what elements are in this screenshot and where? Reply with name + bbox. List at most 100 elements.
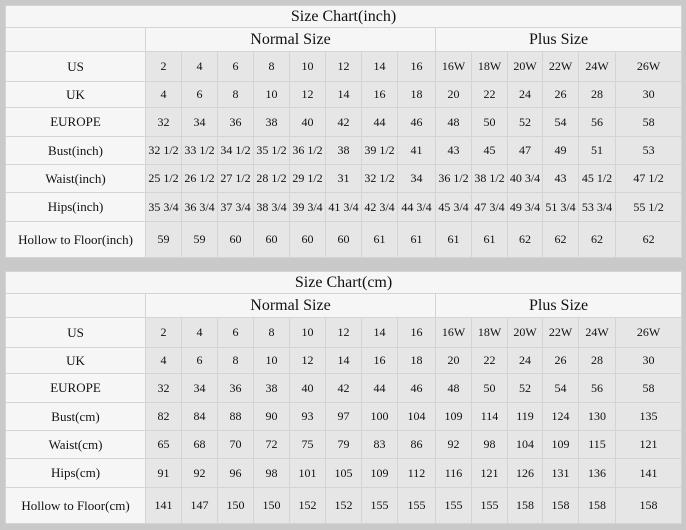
table-cell: 112 <box>397 458 436 488</box>
table-cell: 60 <box>253 221 290 258</box>
table-cell: 61 <box>471 221 508 258</box>
group-row: Normal Size Plus Size <box>5 293 683 318</box>
table-cell: 24 <box>507 347 543 374</box>
table-cell: 155 <box>435 487 472 524</box>
table-cell: 116 <box>435 458 472 488</box>
table-cell: 30 <box>614 347 683 374</box>
table-cell: 34 <box>181 373 218 403</box>
table-cell: 28 <box>578 81 616 108</box>
table-cell: 44 <box>361 107 398 137</box>
table-cell: 152 <box>325 487 362 524</box>
row-label: EUROPE <box>5 373 146 403</box>
table-cell: 109 <box>435 402 472 431</box>
table-cell: 8 <box>217 81 254 108</box>
table-cell: 8 <box>217 347 254 374</box>
table-cell: 126 <box>507 458 543 488</box>
table-cell: 14 <box>325 347 362 374</box>
table-row: Waist(cm) 65 68 70 72 75 79 83 86 92 98 104 109 115 12… <box>5 430 683 459</box>
table-cell: 18 <box>397 81 436 108</box>
table-cell: 44 <box>361 373 398 403</box>
table-cell: 35 3/4 <box>145 192 182 222</box>
table-cell: 6 <box>181 81 218 108</box>
table-cell: 6 <box>217 51 254 82</box>
table-cell: 104 <box>507 430 543 459</box>
table-cell: 4 <box>145 81 182 108</box>
table-cell: 84 <box>181 402 218 431</box>
row-label: Waist(inch) <box>5 164 146 193</box>
table-row: EUROPE 32 34 36 38 40 42 44 46 48 50 52 54 56 58 <box>5 373 683 403</box>
group-header-plus: Plus Size <box>434 293 683 318</box>
table-row: Hollow to Floor(inch) 59 59 60 60 60 60 61 61 61 6… <box>5 221 683 258</box>
table-cell: 38 <box>325 136 362 165</box>
table-row: Hips(inch) 35 3/4 36 3/4 37 3/4 38 3/4 39 3/4… <box>5 192 683 222</box>
table-cell: 38 3/4 <box>253 192 290 222</box>
chart-title: Size Chart(cm) <box>4 271 683 294</box>
row-label: UK <box>5 81 146 108</box>
table-cell: 12 <box>325 51 362 82</box>
table-cell: 43 <box>542 164 579 193</box>
table-row: US 2 4 6 8 10 12 14 16 16W 18W 20W 22W 24W 26W <box>5 51 683 82</box>
table-cell: 56 <box>578 107 616 137</box>
table-cell: 10 <box>289 51 326 82</box>
table-cell: 14 <box>325 81 362 108</box>
table-cell: 18 <box>397 347 436 374</box>
table-cell: 92 <box>181 458 218 488</box>
table-cell: 155 <box>471 487 508 524</box>
table-cell: 62 <box>542 221 579 258</box>
table-cell: 41 <box>397 136 436 165</box>
size-chart-inch: Size Chart(inch) Normal Size Plus Size US 2 4… <box>4 5 683 258</box>
row-label: Hollow to Floor(inch) <box>5 221 146 258</box>
table-cell: 12 <box>325 317 362 348</box>
table-cell: 91 <box>145 458 182 488</box>
table-cell: 40 <box>289 373 326 403</box>
table-cell: 98 <box>253 458 290 488</box>
table-cell: 58 <box>614 107 683 137</box>
table-cell: 52 <box>507 373 543 403</box>
table-cell: 97 <box>325 402 362 431</box>
table-cell: 29 1/2 <box>289 164 326 193</box>
table-cell: 115 <box>578 430 616 459</box>
table-cell: 114 <box>471 402 508 431</box>
table-cell: 20W <box>507 51 543 82</box>
table-cell: 41 3/4 <box>325 192 362 222</box>
table-cell: 16 <box>397 317 436 348</box>
table-cell: 22 <box>471 81 508 108</box>
size-chart-cm: Size Chart(cm) Normal Size Plus Size US 2 4 6 8… <box>4 271 683 524</box>
table-cell: 14 <box>361 51 398 82</box>
table-cell: 22W <box>542 51 579 82</box>
table-cell: 121 <box>471 458 508 488</box>
row-label: US <box>5 317 146 348</box>
table-cell: 20 <box>435 347 472 374</box>
table-cell: 24W <box>578 51 616 82</box>
table-cell: 82 <box>145 402 182 431</box>
table-cell: 36 <box>217 373 254 403</box>
table-cell: 101 <box>289 458 326 488</box>
table-row: UK 4 6 8 10 12 14 16 18 20 22 24 26 28 30 <box>5 81 683 108</box>
table-cell: 39 1/2 <box>361 136 398 165</box>
table-cell: 38 <box>253 373 290 403</box>
table-cell: 38 1/2 <box>471 164 508 193</box>
row-label: Waist(cm) <box>5 430 146 459</box>
row-label: Hips(inch) <box>5 192 146 222</box>
table-cell: 26 1/2 <box>181 164 218 193</box>
table-cell: 75 <box>289 430 326 459</box>
table-cell: 53 <box>614 136 683 165</box>
table-cell: 59 <box>181 221 218 258</box>
table-cell: 121 <box>614 430 683 459</box>
table-cell: 155 <box>361 487 398 524</box>
table-cell: 158 <box>614 487 683 524</box>
table-cell: 104 <box>397 402 436 431</box>
table-cell: 152 <box>289 487 326 524</box>
table-cell: 50 <box>471 373 508 403</box>
table-cell: 14 <box>361 317 398 348</box>
table-cell: 130 <box>578 402 616 431</box>
table-cell: 32 1/2 <box>361 164 398 193</box>
table-cell: 65 <box>145 430 182 459</box>
table-cell: 42 <box>325 373 362 403</box>
table-cell: 86 <box>397 430 436 459</box>
table-cell: 20 <box>435 81 472 108</box>
table-cell: 136 <box>578 458 616 488</box>
table-cell: 131 <box>542 458 579 488</box>
table-cell: 109 <box>361 458 398 488</box>
table-cell: 26 <box>542 81 579 108</box>
